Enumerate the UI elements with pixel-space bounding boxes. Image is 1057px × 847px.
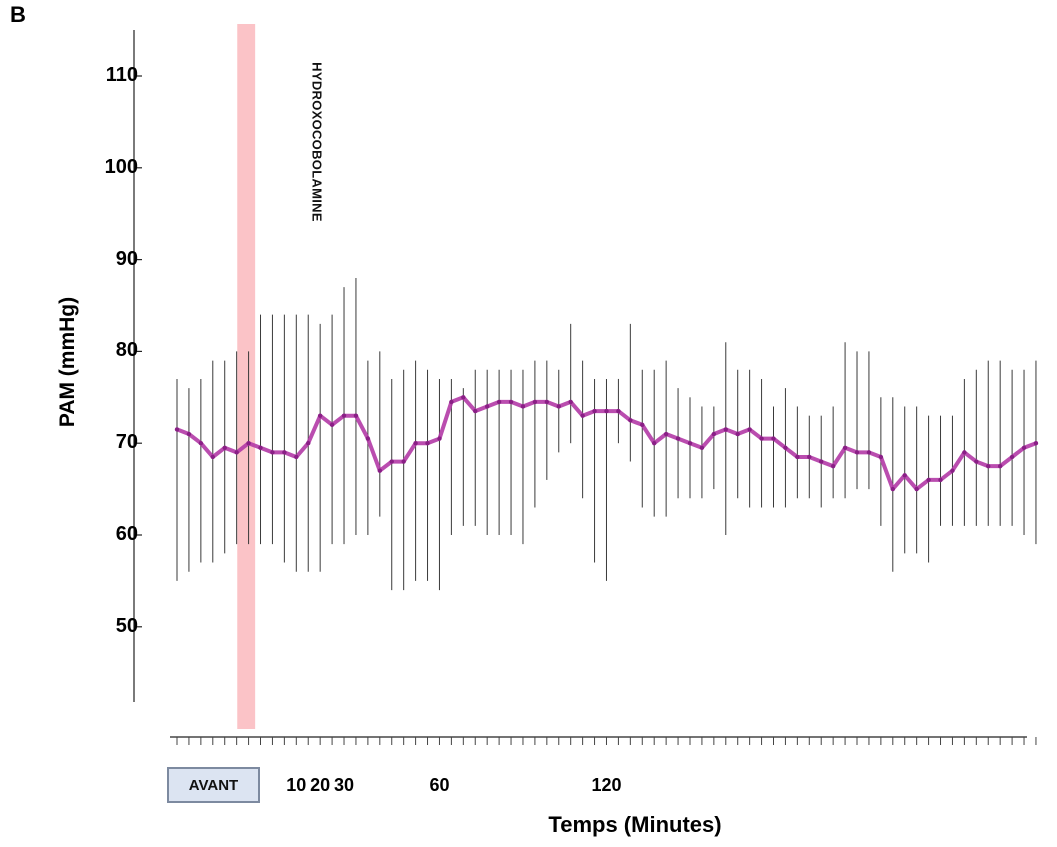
data-point: [556, 404, 561, 409]
data-point: [365, 436, 371, 441]
data-point: [449, 399, 454, 405]
data-point: [329, 422, 335, 428]
x-tick-label: 20: [310, 775, 331, 795]
y-tick-label: 100: [104, 155, 138, 178]
intervention-label: HYDROXOCOBOLAMINE: [309, 62, 325, 222]
x-tick-label: 30: [334, 775, 355, 795]
x-tick-label: 120: [591, 775, 622, 795]
data-point: [997, 463, 1003, 469]
data-point: [1009, 454, 1015, 460]
data-point: [842, 445, 848, 450]
data-point: [699, 445, 705, 450]
data-point: [544, 399, 550, 405]
data-point: [317, 413, 323, 418]
x-tick-label: 10: [286, 775, 307, 795]
data-point: [723, 427, 728, 432]
data-point: [902, 473, 907, 478]
mean-line-layer: [174, 395, 1039, 492]
data-point: [771, 436, 776, 441]
data-point: [437, 436, 442, 441]
data-point: [616, 408, 621, 414]
data-point: [854, 450, 860, 455]
data-point: [663, 431, 669, 437]
y-tick-label: 50: [115, 614, 138, 637]
x-axis-label: Temps (Minutes): [548, 812, 722, 837]
data-point: [198, 441, 204, 446]
baseline-label: AVANT: [188, 776, 239, 794]
data-point: [496, 399, 502, 405]
data-point: [759, 436, 764, 441]
data-point: [962, 450, 967, 455]
data-point: [747, 427, 752, 432]
data-point: [711, 431, 717, 437]
data-point: [640, 422, 645, 428]
data-point: [234, 450, 239, 455]
data-point: [652, 441, 657, 446]
data-point: [830, 463, 836, 469]
data-point: [270, 450, 275, 455]
y-tick-label: 80: [115, 339, 138, 362]
data-point: [783, 445, 788, 450]
data-point: [389, 459, 394, 464]
error-bars: [176, 277, 1037, 591]
baseline-box: AVANT: [167, 767, 260, 803]
data-point: [377, 468, 383, 473]
data-point: [580, 413, 585, 418]
data-point: [520, 404, 526, 409]
y-tick-label: 110: [105, 64, 138, 86]
data-point: [473, 408, 478, 414]
data-point: [890, 486, 895, 492]
data-point: [986, 463, 991, 469]
x-tick-label: 60: [429, 775, 450, 795]
data-point: [401, 459, 406, 464]
panel-letter: B: [10, 2, 26, 27]
data-point: [186, 431, 192, 437]
data-point: [914, 486, 919, 492]
data-point: [819, 459, 824, 464]
data-point: [306, 441, 311, 446]
data-point: [926, 477, 931, 483]
data-point: [508, 399, 514, 405]
intervention-band: [237, 24, 256, 729]
data-point: [675, 436, 681, 441]
data-point: [592, 408, 597, 414]
y-tick-label: 90: [115, 247, 138, 270]
data-point: [938, 477, 943, 483]
data-point: [413, 441, 418, 446]
data-point: [258, 445, 263, 450]
data-point: [687, 441, 693, 446]
data-point: [461, 395, 466, 400]
axes: [133, 30, 1037, 745]
data-point: [866, 450, 872, 455]
data-point: [246, 441, 251, 446]
data-point: [735, 431, 740, 437]
data-point: [1033, 441, 1039, 446]
data-point: [628, 418, 633, 423]
data-point: [807, 454, 812, 460]
data-point: [174, 427, 180, 432]
data-point: [950, 468, 955, 473]
data-point: [210, 454, 215, 460]
data-point: [974, 459, 979, 464]
data-point: [282, 450, 287, 455]
data-point: [795, 454, 800, 460]
data-point: [425, 441, 430, 446]
data-point: [294, 454, 299, 460]
intervention-band-layer: [237, 24, 256, 729]
data-point: [341, 413, 347, 418]
data-point: [604, 408, 609, 414]
data-point: [532, 399, 538, 405]
data-point: [568, 399, 573, 405]
data-point: [878, 454, 884, 460]
data-point: [353, 413, 359, 418]
data-point: [484, 404, 490, 409]
data-point: [1021, 445, 1027, 450]
y-tick-label: 60: [115, 523, 138, 545]
y-tick-label: 70: [115, 431, 138, 454]
data-point: [222, 445, 227, 450]
